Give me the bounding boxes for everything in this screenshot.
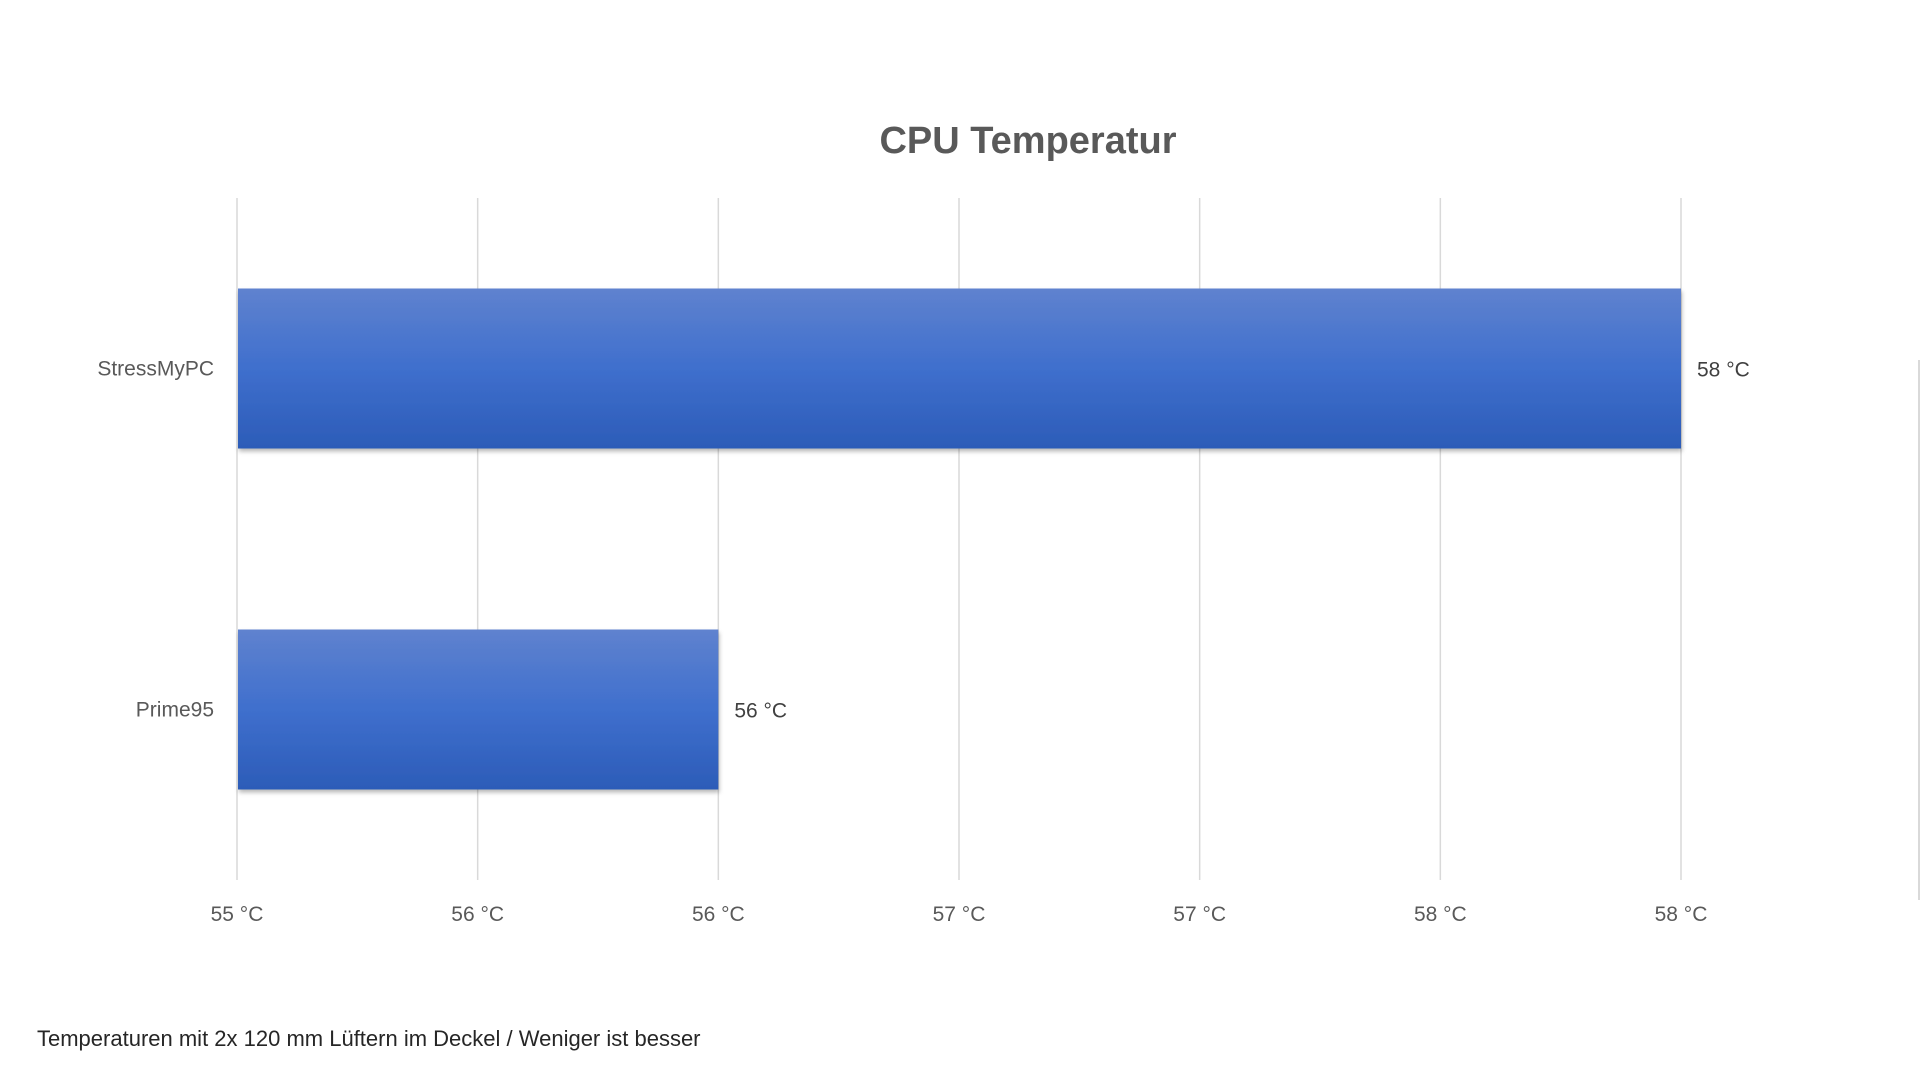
bars (238, 288, 1681, 790)
bar (238, 629, 719, 790)
labels: 55 °C 56 °C 56 °C 57 °C 57 °C 58 °C 58 °C Stres… (97, 358, 1749, 927)
x-tick-label: 56 °C (692, 903, 745, 926)
x-tick-label: 57 °C (1173, 903, 1226, 926)
x-tick-label: 58 °C (1414, 903, 1467, 926)
x-tick-label: 55 °C (211, 903, 264, 926)
data-label: 56 °C (734, 700, 787, 723)
footnote: Temperaturen mit 2x 120 mm Lüftern im De… (37, 1026, 701, 1051)
x-tick-label: 56 °C (451, 903, 504, 926)
category-label: StressMyPC (97, 358, 214, 381)
x-tick-label: 58 °C (1655, 903, 1708, 926)
x-tick-label: 57 °C (933, 903, 986, 926)
chart-edge-line (1918, 360, 1920, 900)
data-label: 58 °C (1697, 359, 1750, 382)
bar (238, 288, 1681, 449)
chart-title: CPU Temperatur (879, 120, 1176, 162)
category-label: Prime95 (136, 699, 214, 722)
